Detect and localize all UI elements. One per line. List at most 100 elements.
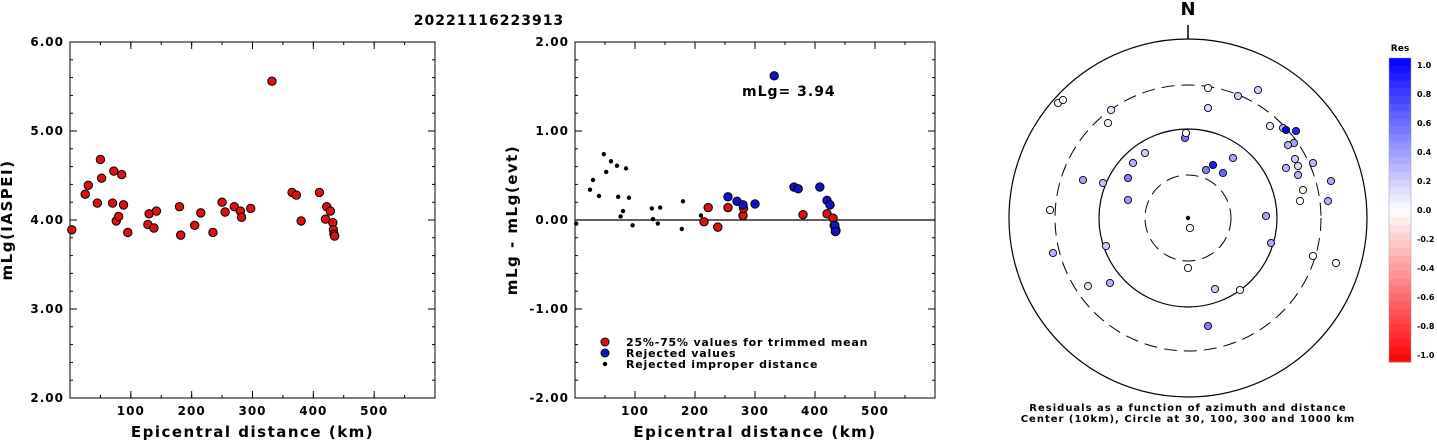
data-point	[325, 206, 336, 216]
colorbar-tick-label: -0.4	[1417, 264, 1435, 273]
epicenter-point	[1185, 215, 1191, 221]
station-residual-point	[1123, 173, 1133, 183]
improper-point	[620, 208, 626, 214]
data-point	[176, 230, 186, 240]
colorbar-segment	[1389, 293, 1411, 302]
colorbar-segment	[1389, 134, 1411, 143]
x-tick-label: 300	[238, 404, 266, 418]
north-label: N	[1180, 0, 1195, 20]
data-point	[320, 214, 331, 224]
data-point	[236, 212, 247, 223]
station-residual-point	[1323, 196, 1333, 206]
colorbar-tick-label: 0.4	[1417, 148, 1432, 157]
colorbar-segment	[1389, 111, 1411, 120]
figure-title: 20221116223913	[414, 13, 564, 29]
colorbar-segment	[1389, 232, 1411, 241]
improper-point	[590, 177, 596, 183]
x-tick-label: 200	[178, 404, 206, 418]
rejected-point	[830, 226, 841, 237]
improper-point	[630, 223, 635, 228]
station-residual-point	[1101, 241, 1111, 251]
colorbar-tick-label: 0.0	[1417, 206, 1432, 215]
colorbar-segment	[1389, 65, 1411, 74]
y-tick-label: 1.00	[535, 124, 569, 138]
station-residual-point	[1083, 281, 1093, 291]
improper-point	[596, 193, 602, 199]
improper-point	[655, 221, 660, 226]
colorbar-segment	[1389, 286, 1411, 295]
improper-point	[649, 206, 654, 211]
rejected-point	[793, 184, 803, 194]
y-tick-label: 3.00	[30, 302, 64, 316]
x-tick-label: 200	[681, 404, 709, 418]
station-residual-point	[1181, 128, 1191, 138]
data-point	[151, 206, 162, 216]
x-tick-label: 500	[360, 404, 388, 418]
y-tick-label: 4.00	[30, 213, 64, 227]
data-point	[296, 216, 306, 226]
rejected-point	[723, 192, 733, 202]
station-residual-point	[1203, 321, 1213, 331]
data-point	[96, 173, 107, 183]
colorbar-tick-label: 0.2	[1417, 177, 1431, 186]
colorbar-segment	[1389, 194, 1411, 203]
station-residual-point	[1265, 121, 1275, 131]
trimmed-point	[699, 217, 709, 227]
improper-point	[587, 187, 593, 192]
colorbar-tick-label: -0.8	[1417, 322, 1435, 331]
station-residual-point	[1293, 161, 1303, 171]
colorbar-segment	[1389, 263, 1411, 272]
x-tick-label: 400	[299, 404, 327, 418]
colorbar-segment	[1389, 156, 1411, 165]
trimmed-point	[713, 222, 723, 232]
improper-point	[604, 169, 609, 175]
colorbar-segment	[1389, 141, 1411, 150]
station-residual-point	[1235, 285, 1245, 295]
x-tick-label: 100	[117, 404, 145, 418]
colorbar-segment	[1389, 346, 1411, 355]
station-residual-point	[1261, 211, 1271, 221]
station-residual-point	[1290, 154, 1300, 164]
colorbar-segment	[1389, 354, 1411, 363]
colorbar-segment	[1389, 331, 1411, 340]
data-point	[314, 187, 325, 198]
colorbar-segment	[1389, 187, 1411, 196]
station-residual-point	[1185, 223, 1195, 233]
station-residual-point	[1123, 195, 1133, 205]
y-tick-label: -1.00	[529, 302, 569, 316]
caption-line-1: Residuals as a function of azimuth and d…	[1029, 403, 1346, 414]
data-point	[245, 203, 256, 214]
rejected-point	[769, 71, 779, 81]
circle-30km	[1144, 174, 1232, 262]
colorbar-segment	[1389, 179, 1411, 188]
colorbar-segment	[1389, 210, 1411, 219]
data-point	[329, 231, 340, 241]
legend-label: 25%-75% values for trimmed mean	[626, 336, 868, 349]
data-point	[190, 220, 200, 231]
station-residual-point	[1281, 125, 1291, 135]
station-residual-point	[1266, 238, 1276, 248]
colorbar-segment	[1389, 255, 1411, 264]
colorbar-segment	[1389, 58, 1411, 67]
data-point	[220, 207, 230, 217]
colorbar-segment	[1389, 88, 1411, 97]
station-residual-point	[1281, 163, 1291, 173]
station-residual-point	[1103, 118, 1113, 128]
y-tick-label: 0.00	[535, 213, 569, 227]
y-axis-label: mLg(IASPEI)	[0, 160, 16, 281]
improper-point	[618, 214, 623, 219]
station-residual-point	[1308, 158, 1318, 168]
station-residual-point	[1308, 251, 1318, 261]
colorbar-segment	[1389, 96, 1411, 105]
y-tick-label: -2.00	[529, 391, 569, 405]
colorbar-segment	[1389, 240, 1411, 249]
station-residual-point	[1210, 284, 1220, 294]
colorbar-segment	[1389, 278, 1411, 287]
colorbar-segment	[1389, 164, 1411, 173]
station-residual-point	[1326, 176, 1336, 186]
improper-point	[616, 194, 621, 200]
colorbar-segment	[1389, 103, 1411, 112]
station-residual-point	[1253, 85, 1263, 95]
station-residual-point	[1331, 258, 1341, 268]
colorbar-segment	[1389, 172, 1411, 181]
